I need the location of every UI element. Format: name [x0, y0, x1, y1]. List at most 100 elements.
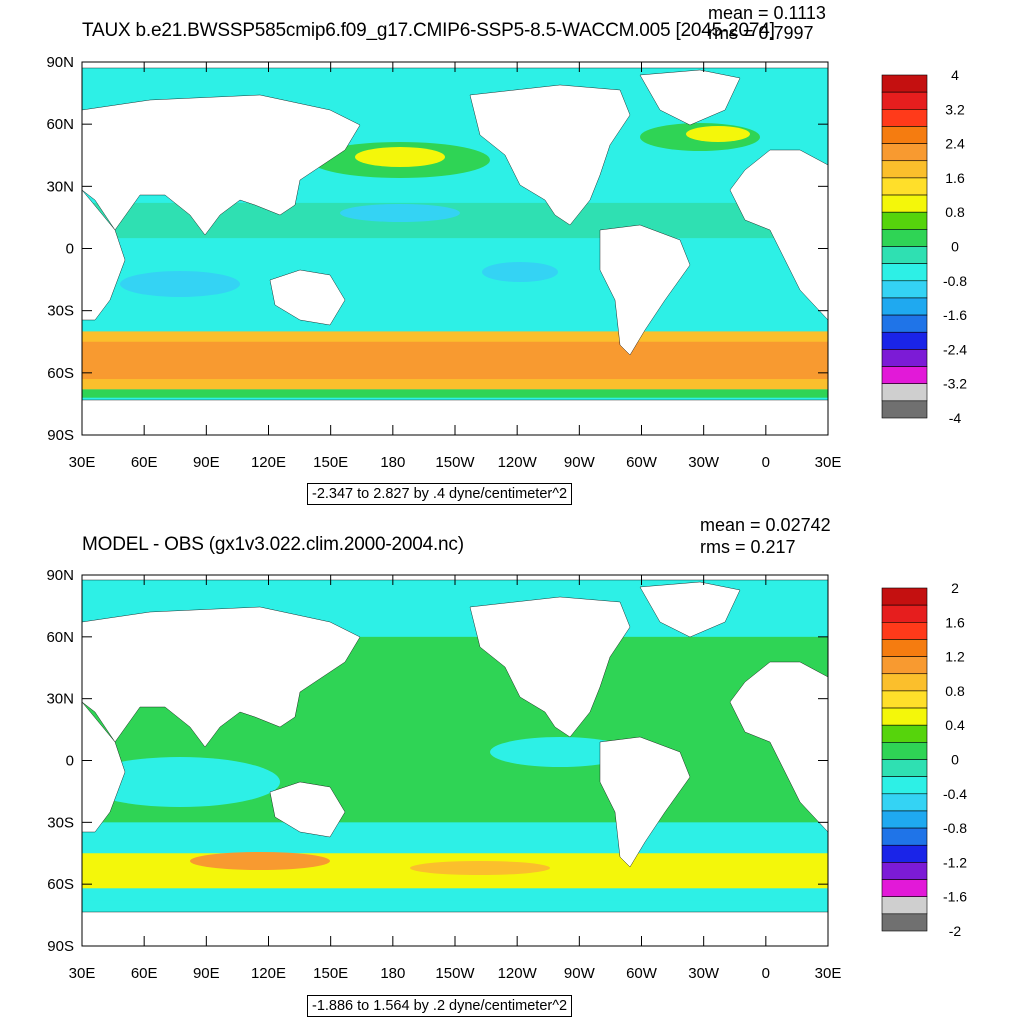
antarctic-margin: [82, 389, 828, 398]
colorbar-swatch: [881, 109, 928, 127]
map-field: [82, 62, 828, 435]
pacific-trade: [340, 204, 460, 222]
colorbar-label: 3.2: [945, 101, 965, 117]
colorbar-swatch: [881, 776, 928, 795]
colorbar-swatch: [881, 314, 928, 333]
landmass: [469, 84, 631, 226]
lat-tick-label: 60S: [47, 876, 74, 893]
colorbar-swatch: [881, 177, 928, 196]
map-plot: 90N 60N 30N 0 30S 60S 90S 30E 60E 90E 120E 150E 180 1…: [46, 567, 967, 982]
lat-tick-label: 90S: [47, 938, 74, 955]
colorbar-swatch: [881, 896, 928, 915]
lon-tick-label: 30E: [69, 965, 96, 982]
colorbar-swatch: [881, 229, 928, 247]
colorbar-swatch: [881, 793, 928, 812]
map-panel-diff: MODEL - OBS (gx1v3.022.clim.2000-2004.nc…: [0, 512, 1024, 1024]
colorbar-swatch: [881, 91, 928, 110]
colorbar-label: -1.2: [943, 854, 967, 870]
colorbar-label: -4: [949, 410, 962, 426]
landmass: [729, 149, 828, 321]
colorbar-swatch: [881, 604, 928, 623]
colorbar-swatch: [881, 263, 928, 282]
landmass: [82, 189, 126, 321]
lon-tick-label: 60W: [626, 454, 658, 471]
mean-label: mean = 0.1113: [708, 3, 826, 23]
landmass: [729, 661, 828, 833]
lat-tick-label: 90N: [46, 567, 74, 584]
landmass: [599, 224, 691, 356]
southern-orange-2: [410, 861, 550, 875]
lat-tick-label: 60N: [46, 116, 74, 133]
lon-tick-label: 30E: [815, 454, 842, 471]
lon-tick-label: 120E: [251, 965, 286, 982]
colorbar-swatch: [881, 844, 928, 863]
colorbar-swatch: [881, 211, 928, 230]
lon-tick-label: 90E: [193, 965, 220, 982]
lon-tick-label: 30W: [688, 454, 720, 471]
lon-tick-label: 90W: [564, 454, 596, 471]
landmass: [639, 581, 741, 638]
colorbar-swatch: [881, 879, 928, 897]
colorbar-label: 4: [951, 67, 959, 83]
rms-label: rms = 0.217: [700, 537, 796, 557]
lat-tick-label: 0: [66, 753, 74, 770]
lon-tick-label: 120W: [498, 454, 538, 471]
north-pacific-core: [355, 147, 445, 167]
landmass: [639, 69, 741, 126]
colorbar-label: 2: [951, 580, 959, 596]
colorbar-swatch: [881, 331, 928, 350]
colorbar-swatch: [881, 639, 928, 657]
colorbar-swatch: [881, 160, 928, 179]
lon-tick-label: 0: [762, 454, 770, 471]
lon-tick-label: 30E: [69, 454, 96, 471]
colorbar-swatch: [881, 349, 928, 367]
indian-trade: [120, 271, 240, 297]
lon-tick-label: 120E: [251, 454, 286, 471]
pacific-anomaly: [490, 737, 630, 767]
colorbar-swatch: [881, 673, 928, 692]
contour-info: -2.347 to 2.827 by .4 dyne/centimeter^2: [307, 483, 573, 505]
lat-tick-label: 60S: [47, 365, 74, 382]
north-atlantic-core: [686, 126, 750, 142]
lat-tick-label: 30S: [47, 814, 74, 831]
lon-tick-label: 150W: [435, 965, 475, 982]
colorbar-swatch: [881, 656, 928, 675]
colorbar-swatch: [881, 74, 928, 93]
colorbar-label: -1.6: [943, 889, 967, 905]
colorbar-swatch: [881, 194, 928, 213]
colorbar-label: -0.8: [943, 273, 967, 289]
colorbar-swatch: [881, 246, 928, 264]
colorbar-swatch: [881, 280, 928, 299]
colorbar-swatch: [881, 724, 928, 743]
map-panel-taux: TAUX b.e21.BWSSP585cmip6.f09_g17.CMIP6-S…: [46, 3, 967, 505]
contour-info: -1.886 to 1.564 by .2 dyne/centimeter^2: [307, 995, 573, 1017]
colorbar-swatch: [881, 707, 928, 726]
colorbar-swatch: [881, 742, 928, 760]
colorbar-label: 1.6: [945, 170, 965, 186]
colorbar-swatch: [881, 913, 928, 932]
colorbar-swatch: [881, 759, 928, 777]
colorbar-swatch: [881, 366, 928, 384]
lat-tick-label: 60N: [46, 629, 74, 646]
colorbar-swatch: [881, 400, 928, 419]
lon-tick-label: 60W: [626, 965, 658, 982]
colorbar-swatch: [881, 126, 928, 144]
lon-tick-label: 120W: [498, 965, 538, 982]
colorbar-label: 0.4: [945, 717, 965, 733]
lon-tick-label: 60E: [131, 965, 158, 982]
colorbar-swatch: [881, 587, 928, 606]
colorbar-label: -2: [949, 923, 962, 939]
southern-orange-1: [190, 852, 330, 870]
panel-title: TAUX b.e21.BWSSP585cmip6.f09_g17.CMIP6-S…: [82, 20, 775, 41]
colorbar-swatch: [881, 827, 928, 846]
colorbar-swatch: [881, 143, 928, 162]
colorbar-swatch: [881, 810, 928, 829]
colorbar-label: 1.2: [945, 649, 965, 665]
colorbar-label: 0: [951, 752, 959, 768]
map-field: [82, 575, 828, 946]
landmass: [269, 269, 346, 326]
colorbar-label: -2.4: [943, 341, 967, 357]
colorbar-swatch: [881, 383, 928, 402]
map-plot: 90N 60N 30N 0 30S 60S 90S 30E 60E 90E 120E 150E 180 1…: [46, 54, 967, 471]
east-pacific-trade: [482, 262, 558, 282]
